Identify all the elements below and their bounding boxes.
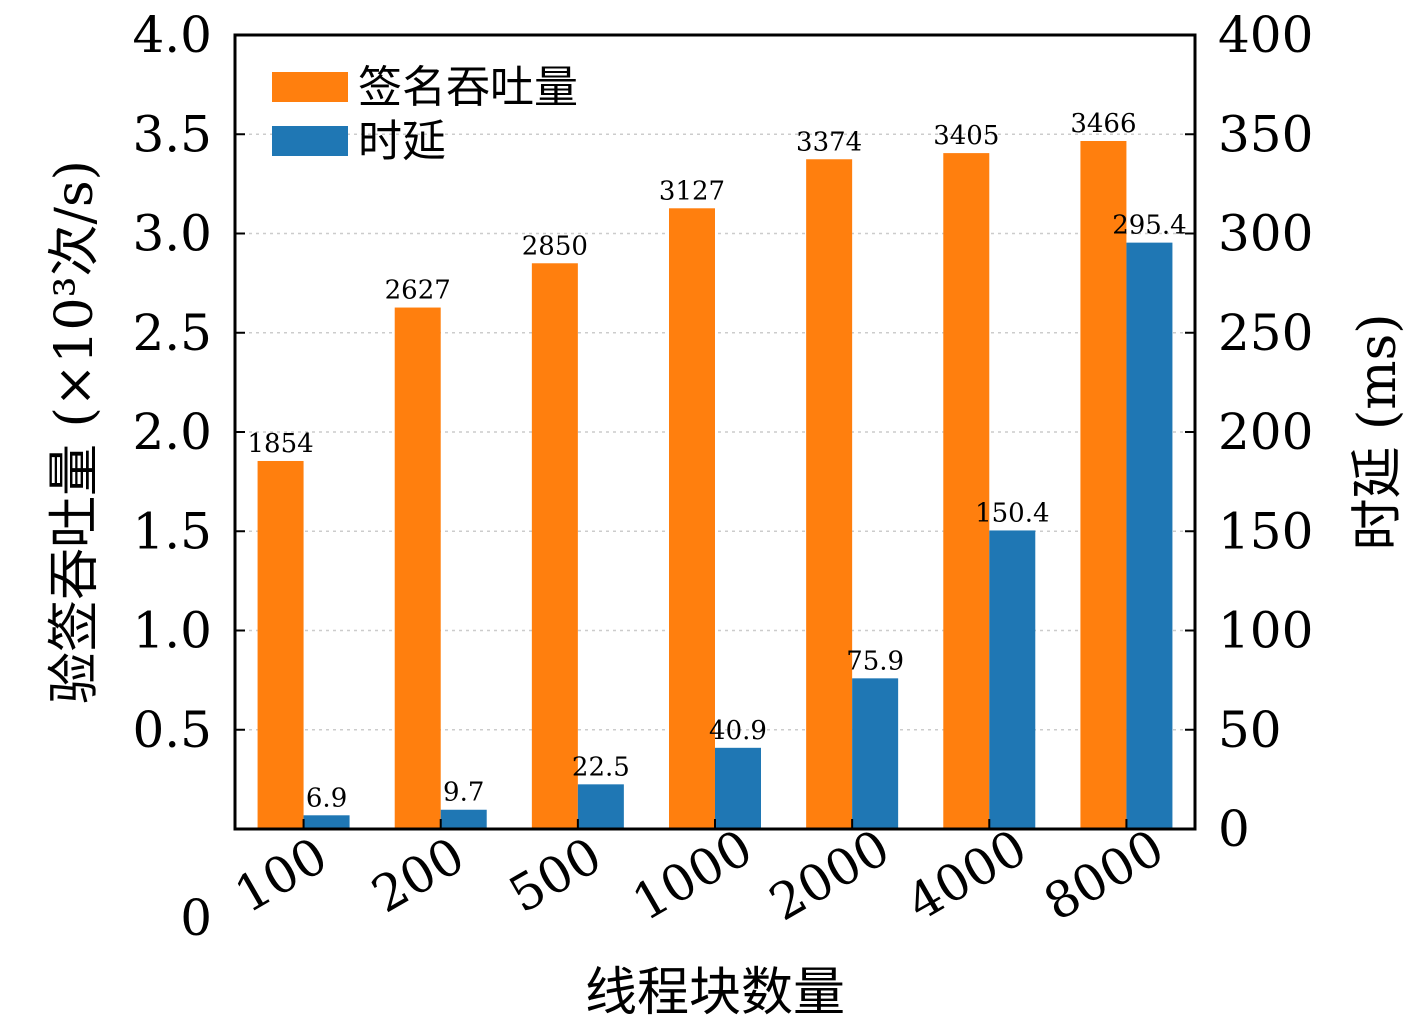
y-right-tick-label: 400 — [1218, 6, 1313, 64]
x-axis-title: 线程块数量 — [585, 963, 845, 1023]
legend-swatch — [272, 126, 348, 156]
y-left-tick-label: 4.0 — [132, 6, 212, 64]
data-label-throughput: 2627 — [385, 276, 451, 306]
bar-latency — [1126, 242, 1173, 830]
data-label-throughput: 3374 — [796, 127, 862, 157]
y-right-tick-label: 250 — [1218, 304, 1313, 362]
data-label-latency: 6.9 — [306, 783, 347, 813]
bar-throughput — [669, 208, 715, 829]
bar-throughput — [1080, 140, 1127, 829]
data-label-latency: 75.9 — [846, 646, 904, 676]
y-left-tick-label: 2.0 — [132, 403, 212, 461]
bars — [257, 140, 1173, 830]
data-label-latency: 9.7 — [443, 778, 484, 808]
x-tick-label: 100 — [225, 826, 337, 924]
bar-latency — [303, 815, 350, 829]
legend-swatch — [272, 72, 348, 102]
y-right-tick-label: 0 — [1218, 800, 1250, 858]
data-label-latency: 295.4 — [1112, 211, 1186, 241]
y-right-tick-label: 300 — [1218, 205, 1313, 263]
bar-latency — [715, 747, 761, 829]
y-axis-right-title: 时延 (ms) — [1348, 313, 1408, 550]
bar-throughput — [943, 153, 990, 830]
y-right-tick-label: 150 — [1218, 502, 1313, 560]
bar-latency — [989, 530, 1036, 829]
data-label-throughput: 1854 — [247, 429, 313, 459]
y-right-tick-label: 200 — [1218, 403, 1313, 461]
y-left-tick-label: 0.5 — [132, 701, 212, 759]
data-label-throughput: 3466 — [1070, 109, 1136, 139]
data-label-throughput: 3405 — [933, 121, 999, 151]
bar-throughput — [531, 263, 578, 829]
y-left-tick-label: 3.5 — [132, 105, 212, 163]
bar-throughput — [257, 460, 304, 829]
y-left-tick-label: 3.0 — [132, 205, 212, 263]
bar-latency — [852, 678, 899, 829]
data-labels: 1854 6.9 2627 9.7 2850 22.5 3127 40.9 3374 75.9 34… — [247, 109, 1186, 813]
bar-throughput — [806, 159, 853, 830]
y-left-tick-label: 1.5 — [132, 502, 212, 560]
x-tick-label: 4000 — [897, 818, 1036, 932]
y-right-tick-label: 350 — [1218, 105, 1313, 163]
legend-label: 时延 — [358, 116, 446, 167]
y-right-tick-label: 100 — [1218, 602, 1313, 660]
data-label-throughput: 2850 — [522, 231, 588, 261]
data-label-latency: 150.4 — [975, 498, 1049, 528]
x-tick-label: 500 — [500, 826, 612, 924]
x-tick-label: 200 — [362, 826, 474, 924]
bar-latency — [440, 809, 487, 829]
x-tick-label: 1000 — [623, 818, 762, 932]
data-label-latency: 22.5 — [572, 752, 630, 782]
y-left-tick-label: 1.0 — [132, 602, 212, 660]
y-left-tick-label: 0 — [180, 889, 212, 947]
y-axis-left-title: 验签吞吐量 (×10³次/s) — [45, 160, 105, 704]
bar-latency — [577, 784, 624, 829]
y-right-tick-label: 50 — [1218, 701, 1282, 759]
x-tick-label: 8000 — [1034, 818, 1173, 932]
data-label-throughput: 3127 — [659, 176, 725, 206]
data-label-latency: 40.9 — [709, 716, 767, 746]
x-tick-label: 2000 — [760, 818, 899, 932]
bar-throughput — [394, 307, 441, 829]
y-left-tick-label: 2.5 — [132, 304, 212, 362]
legend-label: 签名吞吐量 — [358, 62, 578, 113]
